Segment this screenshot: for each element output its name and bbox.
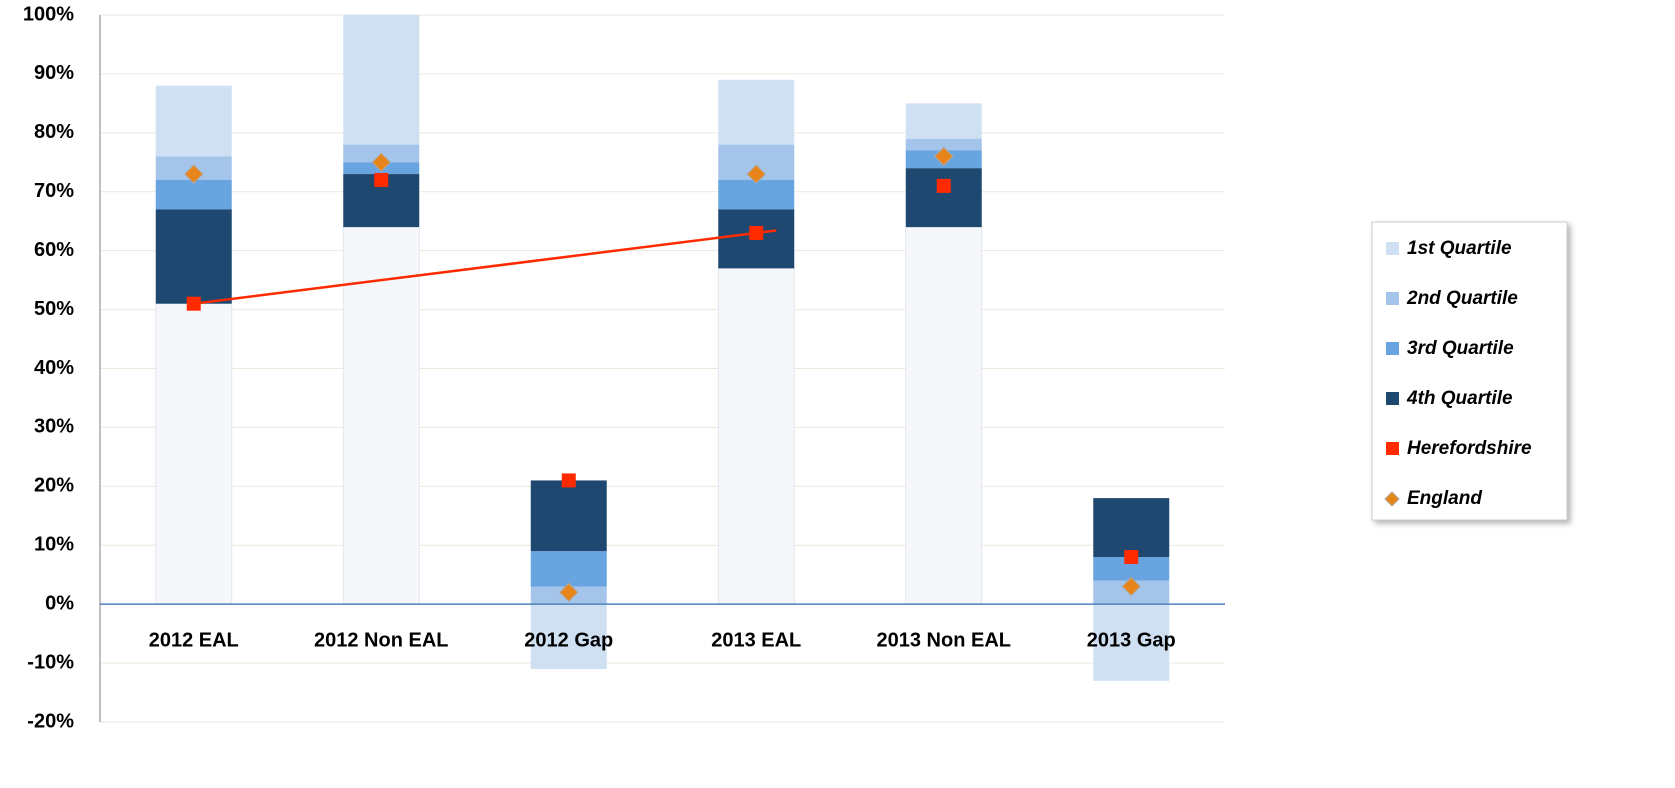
marker-diamond: [184, 164, 204, 184]
marker-square: [374, 172, 389, 187]
marker-diamond: [746, 164, 766, 184]
bar-segment: [905, 168, 982, 228]
marker-diamond: [1121, 576, 1141, 597]
x-tick-label: 2012 Gap: [524, 629, 613, 651]
bar-segment: [905, 138, 982, 151]
legend-label: 4th Quartile: [1406, 388, 1513, 409]
y-tick-label: 40%: [34, 357, 74, 379]
y-tick-label: 60%: [34, 239, 74, 261]
base-bar: [342, 226, 420, 605]
base-bar: [717, 267, 795, 605]
trend-line: [193, 229, 777, 305]
legend-swatch: [1386, 292, 1399, 305]
y-tick-label: 90%: [34, 62, 74, 84]
legend-swatch: [1386, 342, 1399, 355]
y-tick-label: -20%: [27, 710, 74, 732]
legend-swatch: [1386, 392, 1399, 405]
bar-segment: [155, 209, 232, 304]
marker-diamond: [934, 146, 954, 167]
bar-segment: [1093, 498, 1170, 558]
bar-segment: [155, 85, 232, 157]
y-tick-label: 30%: [34, 416, 74, 438]
bar-segment: [718, 179, 795, 210]
base-bar: [905, 226, 983, 605]
y-tick-label: 10%: [34, 534, 74, 556]
base-bar: [155, 303, 233, 605]
bar-segment: [1093, 604, 1170, 681]
marker-diamond: [559, 582, 579, 603]
y-tick-label: 70%: [34, 180, 74, 202]
y-tick-label: 20%: [34, 475, 74, 497]
bar-segment: [1093, 557, 1170, 581]
y-tick-label: 0%: [45, 592, 74, 614]
marker-square: [936, 178, 951, 193]
y-tick-label: 50%: [34, 298, 74, 320]
marker-square: [186, 296, 201, 311]
y-tick-label: 100%: [23, 3, 74, 25]
y-tick-label: -10%: [27, 651, 74, 673]
legend-label: 3rd Quartile: [1407, 338, 1514, 359]
x-tick-label: 2012 EAL: [149, 629, 239, 651]
bar-segment: [905, 103, 982, 139]
x-tick-label: 2013 EAL: [711, 629, 801, 651]
legend-swatch: [1384, 491, 1400, 507]
bar-segment: [530, 604, 607, 669]
legend: 1st Quartile 2nd Quartile 3rd Quartile 4th …: [1371, 221, 1568, 521]
legend-label: Herefordshire: [1407, 438, 1532, 459]
bar-segment: [343, 15, 420, 145]
bar-segment: [718, 79, 795, 145]
legend-swatch: [1386, 242, 1399, 255]
y-tick-label: 80%: [34, 121, 74, 143]
bar-segment: [530, 480, 607, 552]
legend-box: [1371, 221, 1568, 521]
x-tick-label: 2013 Non EAL: [877, 629, 1011, 651]
marker-square: [1124, 550, 1139, 565]
marker-square: [561, 473, 576, 488]
legend-label: 1st Quartile: [1407, 238, 1512, 259]
x-tick-label: 2013 Gap: [1087, 629, 1176, 651]
legend-label: 2nd Quartile: [1406, 288, 1518, 309]
marker-diamond: [371, 152, 391, 172]
legend-label: England: [1407, 488, 1482, 509]
bar-segment: [155, 179, 232, 210]
legend-swatch: [1386, 442, 1399, 455]
x-tick-label: 2012 Non EAL: [314, 629, 448, 651]
marker-square: [749, 225, 764, 240]
bar-segment: [530, 551, 607, 587]
